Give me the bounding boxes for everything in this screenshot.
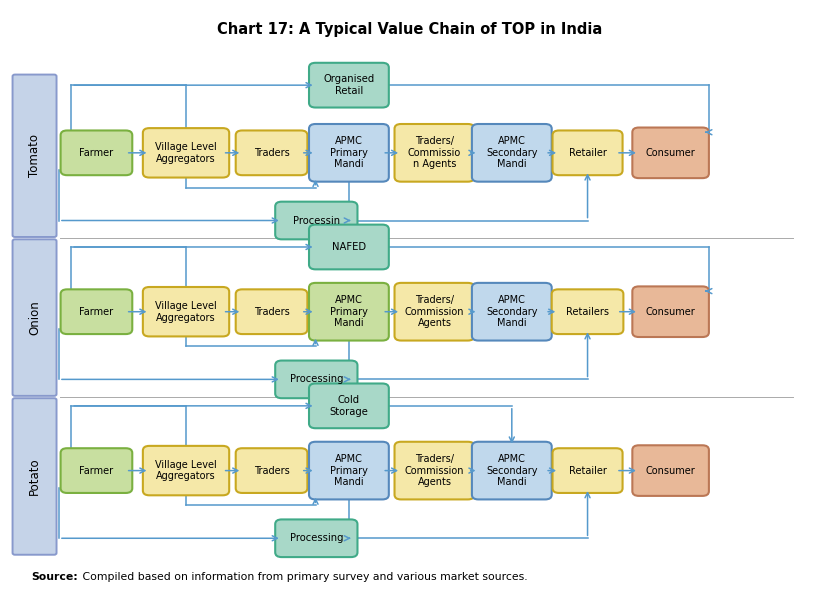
FancyBboxPatch shape xyxy=(12,239,57,396)
Text: APMC
Primary
Mandi: APMC Primary Mandi xyxy=(329,454,368,487)
Text: Farmer: Farmer xyxy=(79,466,113,476)
FancyBboxPatch shape xyxy=(631,446,708,496)
Text: Farmer: Farmer xyxy=(79,307,113,317)
Text: Source:: Source: xyxy=(31,573,78,582)
FancyBboxPatch shape xyxy=(61,448,132,493)
Text: Traders: Traders xyxy=(253,307,289,317)
FancyBboxPatch shape xyxy=(235,289,307,334)
Text: Traders: Traders xyxy=(253,148,289,158)
Text: Tomato: Tomato xyxy=(28,134,41,177)
FancyBboxPatch shape xyxy=(275,202,357,239)
Text: Village Level
Aggregators: Village Level Aggregators xyxy=(155,301,217,323)
FancyBboxPatch shape xyxy=(631,128,708,178)
Text: APMC
Primary
Mandi: APMC Primary Mandi xyxy=(329,295,368,328)
FancyBboxPatch shape xyxy=(471,442,551,500)
Text: Consumer: Consumer xyxy=(645,466,695,476)
Text: Organised
Retail: Organised Retail xyxy=(323,74,374,96)
FancyBboxPatch shape xyxy=(471,124,551,182)
Text: Traders: Traders xyxy=(253,466,289,476)
Text: Village Level
Aggregators: Village Level Aggregators xyxy=(155,460,217,481)
FancyBboxPatch shape xyxy=(309,124,388,182)
Text: Retailers: Retailers xyxy=(565,307,609,317)
Text: Potato: Potato xyxy=(28,457,41,495)
FancyBboxPatch shape xyxy=(394,283,473,340)
FancyBboxPatch shape xyxy=(61,131,132,175)
FancyBboxPatch shape xyxy=(394,442,473,500)
Text: APMC
Secondary
Mandi: APMC Secondary Mandi xyxy=(486,136,537,169)
FancyBboxPatch shape xyxy=(143,287,229,336)
Text: Processing: Processing xyxy=(289,374,342,384)
FancyBboxPatch shape xyxy=(235,131,307,175)
FancyBboxPatch shape xyxy=(12,75,57,237)
FancyBboxPatch shape xyxy=(309,442,388,500)
FancyBboxPatch shape xyxy=(309,225,388,269)
Text: Village Level
Aggregators: Village Level Aggregators xyxy=(155,142,217,163)
Text: Cold
Storage: Cold Storage xyxy=(329,395,368,416)
Text: NAFED: NAFED xyxy=(332,242,365,252)
FancyBboxPatch shape xyxy=(235,448,307,493)
FancyBboxPatch shape xyxy=(552,448,622,493)
FancyBboxPatch shape xyxy=(309,384,388,428)
FancyBboxPatch shape xyxy=(275,361,357,398)
FancyBboxPatch shape xyxy=(12,398,57,555)
FancyBboxPatch shape xyxy=(394,124,473,182)
FancyBboxPatch shape xyxy=(143,128,229,178)
FancyBboxPatch shape xyxy=(552,131,622,175)
FancyBboxPatch shape xyxy=(471,283,551,340)
FancyBboxPatch shape xyxy=(551,289,622,334)
FancyBboxPatch shape xyxy=(309,283,388,340)
Text: Traders/
Commission
Agents: Traders/ Commission Agents xyxy=(405,454,464,487)
FancyBboxPatch shape xyxy=(61,289,132,334)
FancyBboxPatch shape xyxy=(143,446,229,495)
Text: Traders/
Commissio
n Agents: Traders/ Commissio n Agents xyxy=(407,136,460,169)
Text: Traders/
Commission
Agents: Traders/ Commission Agents xyxy=(405,295,464,328)
Text: APMC
Secondary
Mandi: APMC Secondary Mandi xyxy=(486,454,537,487)
Text: Compiled based on information from primary survey and various market sources.: Compiled based on information from prima… xyxy=(79,573,527,582)
Text: Processin: Processin xyxy=(292,216,340,226)
Text: Consumer: Consumer xyxy=(645,307,695,317)
Text: Retailer: Retailer xyxy=(568,148,606,158)
Text: Retailer: Retailer xyxy=(568,466,606,476)
Text: Farmer: Farmer xyxy=(79,148,113,158)
Text: Onion: Onion xyxy=(28,300,41,335)
FancyBboxPatch shape xyxy=(309,63,388,108)
FancyBboxPatch shape xyxy=(275,519,357,557)
Text: APMC
Primary
Mandi: APMC Primary Mandi xyxy=(329,136,368,169)
Text: Consumer: Consumer xyxy=(645,148,695,158)
Text: APMC
Secondary
Mandi: APMC Secondary Mandi xyxy=(486,295,537,328)
FancyBboxPatch shape xyxy=(631,286,708,337)
Text: Processing: Processing xyxy=(289,533,342,544)
Text: Chart 17: A Typical Value Chain of TOP in India: Chart 17: A Typical Value Chain of TOP i… xyxy=(217,21,602,37)
